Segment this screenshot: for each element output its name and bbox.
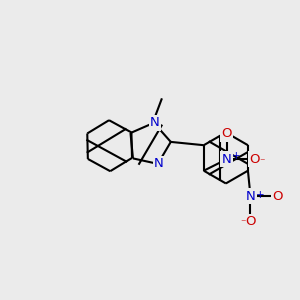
Text: ⁻: ⁻ [259, 157, 265, 167]
Text: +: + [256, 190, 264, 200]
Text: ⁻: ⁻ [240, 218, 246, 228]
Text: O: O [245, 215, 256, 228]
Text: O: O [221, 127, 232, 140]
Text: N: N [150, 116, 160, 129]
Text: N: N [246, 190, 255, 202]
Text: O: O [272, 190, 283, 202]
Text: N: N [222, 153, 231, 166]
Text: +: + [232, 151, 241, 161]
Text: N: N [154, 158, 164, 170]
Text: O: O [250, 153, 260, 166]
